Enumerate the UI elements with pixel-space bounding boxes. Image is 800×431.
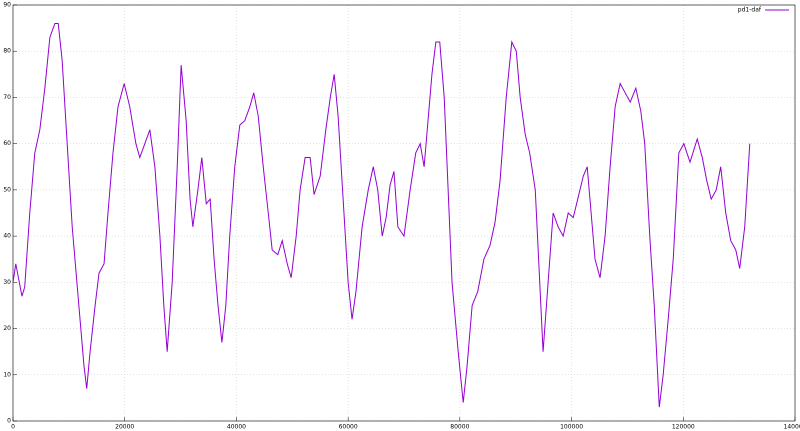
x-tick-label: 40000 (227, 424, 246, 431)
x-tick-label: 0 (11, 424, 15, 431)
x-tick-label: 60000 (339, 424, 358, 431)
y-tick-label: 30 (3, 279, 11, 286)
x-tick-label: 20000 (115, 424, 134, 431)
y-tick-label: 40 (3, 233, 11, 240)
x-tick-label: 120000 (672, 424, 695, 431)
x-tick-label: 140000 (784, 424, 800, 431)
y-tick-label: 50 (3, 186, 11, 193)
plot-frame (12, 4, 796, 422)
y-tick-label: 90 (3, 2, 11, 9)
x-tick-label: 100000 (560, 424, 583, 431)
y-tick-label: 10 (3, 371, 11, 378)
x-tick-label: 80000 (450, 424, 469, 431)
data-line (12, 22, 751, 408)
y-tick-label: 70 (3, 94, 11, 101)
y-tick-label: 60 (3, 140, 11, 147)
legend-label: pd1-daf (738, 7, 762, 14)
y-tick-label: 0 (7, 418, 11, 425)
y-tick-label: 80 (3, 48, 11, 55)
y-tick-label: 20 (3, 325, 11, 332)
